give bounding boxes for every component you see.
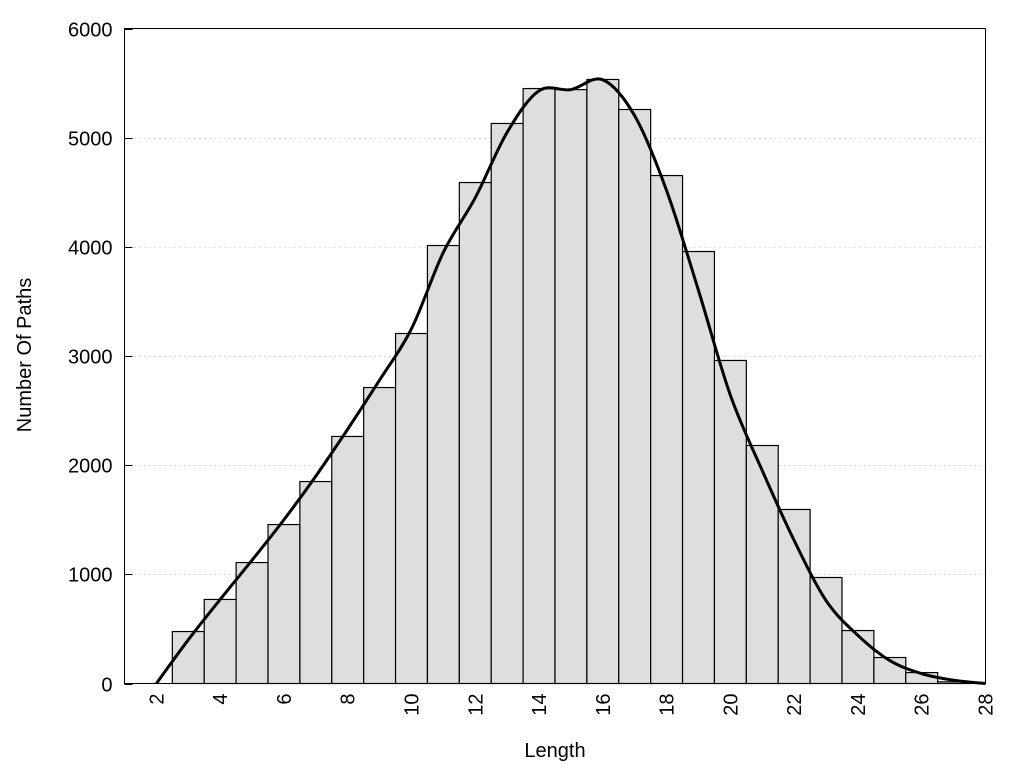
bar xyxy=(394,332,429,685)
bar xyxy=(235,561,269,685)
y-tick-label: 3000 xyxy=(68,347,113,369)
x-tick-label: 4 xyxy=(210,694,232,705)
bar xyxy=(299,480,333,685)
x-axis: 2 4 6 8 10 12 14 16 18 20 22 24 26 28 xyxy=(146,694,997,716)
x-axis-label: Length xyxy=(524,740,585,762)
y-tick-label: 5000 xyxy=(68,129,113,151)
x-tick-label: 8 xyxy=(338,694,360,705)
x-tick-label: 20 xyxy=(720,694,742,716)
x-tick-label: 10 xyxy=(402,694,424,716)
density-curve xyxy=(155,77,986,685)
bar xyxy=(586,78,620,685)
y-tick-label: 4000 xyxy=(68,238,113,260)
bar xyxy=(554,89,588,685)
bar xyxy=(809,576,843,685)
bar xyxy=(458,181,492,685)
x-tick-label: 16 xyxy=(593,694,615,716)
bar xyxy=(331,435,365,685)
bar xyxy=(777,508,811,685)
bar xyxy=(522,87,556,685)
x-tick-label: 22 xyxy=(784,694,806,716)
x-tick-label: 24 xyxy=(848,694,870,716)
bar xyxy=(426,244,460,685)
bar xyxy=(650,174,684,685)
bar xyxy=(841,629,875,685)
x-tick-label: 26 xyxy=(912,694,934,716)
y-tick-label: 2000 xyxy=(68,456,113,478)
y-tick-label: 6000 xyxy=(68,20,113,42)
bar xyxy=(490,122,524,685)
y-axis: 0 1000 2000 3000 4000 5000 6000 xyxy=(68,20,133,697)
bar xyxy=(363,386,397,685)
y-tick-label: 1000 xyxy=(68,565,113,587)
x-tick-label: 6 xyxy=(274,694,296,705)
bars xyxy=(171,78,971,685)
x-tick-label: 14 xyxy=(529,694,551,716)
x-tick-label: 2 xyxy=(146,694,168,705)
bar xyxy=(745,444,779,685)
bar xyxy=(618,108,652,685)
x-tick-label: 12 xyxy=(465,694,487,716)
x-tick-label: 18 xyxy=(657,694,679,716)
y-axis-label: Number Of Paths xyxy=(14,278,36,433)
x-tick-label: 28 xyxy=(976,694,998,716)
bar xyxy=(713,359,747,685)
bar xyxy=(681,250,716,685)
y-tick-label: 0 xyxy=(101,675,112,697)
bar xyxy=(267,523,301,685)
